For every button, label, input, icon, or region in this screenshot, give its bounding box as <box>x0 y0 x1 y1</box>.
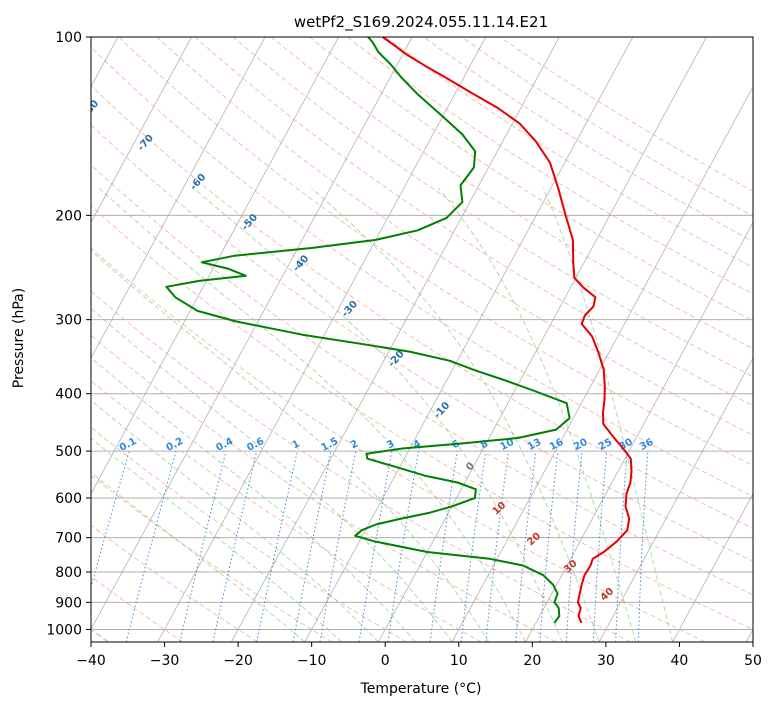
y-tick-label: 100 <box>55 30 82 46</box>
dry-adiabat-50 <box>0 37 775 642</box>
isotherm-40 <box>673 37 775 642</box>
mixing-ratio-label: 13 <box>526 437 543 453</box>
mixing-ratio-label: 16 <box>548 437 565 453</box>
dry-adiabat-label: -90 <box>24 67 44 88</box>
mixing-ratio-line-1 <box>257 451 298 642</box>
x-tick-label: 30 <box>597 653 615 669</box>
mixing-ratio-label: 2 <box>349 438 360 451</box>
moist-adiabat-label: 30 <box>562 558 580 576</box>
dry-adiabat-170 <box>386 37 775 642</box>
dry-adiabat--20 <box>0 37 257 642</box>
plot-clip-group: 0.10.20.40.611.52346810131620253036-100-… <box>0 35 775 642</box>
mixing-ratio-label: 1 <box>290 438 301 451</box>
dry-adiabat-label: -40 <box>291 253 311 274</box>
dry-adiabat-160 <box>348 37 775 642</box>
moist-adiabat-15 <box>25 188 489 642</box>
isotherm-20 <box>526 37 775 642</box>
y-tick-label: 800 <box>55 565 82 581</box>
isotherm--70 <box>0 37 192 642</box>
moist-adiabat--5 <box>0 188 342 642</box>
y-tick-label: 300 <box>55 313 82 329</box>
dry-adiabat-70 <box>5 37 775 642</box>
dry-adiabat-10 <box>0 37 481 642</box>
mixing-ratio-line-0.2 <box>126 451 176 642</box>
isotherm--60 <box>0 37 265 642</box>
mixing-ratio-label: 4 <box>412 438 423 451</box>
mixing-ratio-line-16 <box>540 451 558 642</box>
x-tick-label: 10 <box>450 653 468 669</box>
dry-adiabat-110 <box>157 37 775 642</box>
dry-adiabat--10 <box>0 37 332 642</box>
x-tick-label: 40 <box>671 653 689 669</box>
isotherm--50 <box>11 37 339 642</box>
mixing-ratio-label: 20 <box>572 437 589 453</box>
plot-area: 0.10.20.40.611.52346810131620253036-100-… <box>0 30 775 669</box>
x-axis-label: Temperature (°C) <box>360 681 482 697</box>
dry-adiabat-120 <box>195 37 775 642</box>
dry-adiabat-200 <box>500 37 775 642</box>
y-tick-label: 500 <box>55 444 82 460</box>
mixing-ratio-label: 36 <box>638 437 655 453</box>
mixing-ratio-line-0.1 <box>76 451 129 642</box>
y-tick-label: 400 <box>55 387 82 403</box>
y-axis-label: Pressure (hPa) <box>11 288 27 388</box>
mixing-ratio-line-30 <box>616 451 628 642</box>
x-tick-label: −40 <box>76 653 106 669</box>
x-tick-label: 20 <box>523 653 541 669</box>
isotherm-50 <box>746 37 775 642</box>
x-tick-label: −30 <box>150 653 180 669</box>
x-tick-label: 0 <box>381 653 390 669</box>
dry-adiabat-100 <box>119 37 775 642</box>
x-tick-label: −20 <box>223 653 253 669</box>
y-tick-label: 1000 <box>46 622 82 638</box>
mixing-ratio-label: 25 <box>597 437 614 453</box>
dry-adiabat-130 <box>233 37 775 642</box>
moist-adiabat-20 <box>99 188 525 642</box>
chart-title: wetPf2_S169.2024.055.11.14.E21 <box>294 13 548 32</box>
dry-adiabat-190 <box>462 37 775 642</box>
moist-adiabat--10 <box>0 188 305 642</box>
mixing-ratio-line-8 <box>461 451 486 642</box>
dry-adiabat-label: -70 <box>136 133 156 154</box>
x-tick-label: 50 <box>744 653 762 669</box>
moist-adiabat-label: 40 <box>598 586 616 604</box>
isotherm--30 <box>158 37 486 642</box>
y-tick-label: 200 <box>55 208 82 224</box>
moist-adiabat-label: 20 <box>525 531 543 549</box>
moist-adiabat-35 <box>438 188 636 642</box>
dry-adiabat-60 <box>0 37 775 642</box>
moist-adiabat-label: 10 <box>491 500 509 518</box>
y-tick-label: 900 <box>55 595 82 611</box>
y-tick-label: 700 <box>55 531 82 547</box>
isotherm-10 <box>452 37 775 642</box>
mixing-ratio-line-10 <box>486 451 509 642</box>
x-tick-label: −10 <box>297 653 327 669</box>
isotherm-30 <box>599 37 775 642</box>
y-tick-label: 600 <box>55 491 82 507</box>
dry-adiabat-label: -10 <box>432 400 452 421</box>
mixing-ratio-line-0.6 <box>213 451 257 642</box>
